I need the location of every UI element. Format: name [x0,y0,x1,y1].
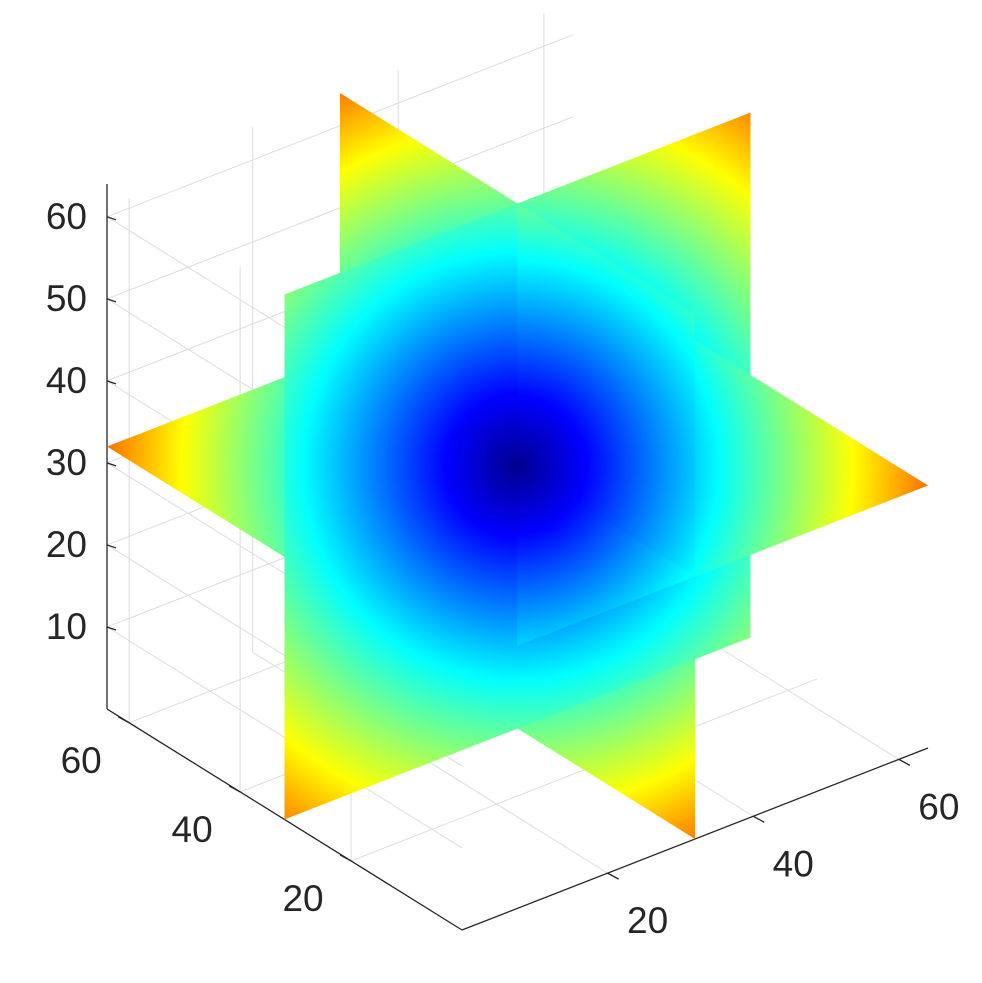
z-tick-label: 60 [46,196,87,237]
y-slice-upper-left [284,203,518,557]
z-tick-mark [106,462,117,467]
x-slice-upper-front [517,203,695,577]
y-tick-label: 40 [172,809,213,850]
x-tick-mark [898,758,911,766]
y-tick-label: 60 [61,740,102,781]
z-tick-label: 20 [46,524,87,565]
z-tick-mark [106,380,117,385]
y-tick-label: 20 [282,878,323,919]
z-tick-mark [106,298,117,303]
y-tick-mark [339,854,352,862]
y-tick-mark [117,716,130,724]
z-tick-label: 40 [46,360,87,401]
z-tick-label: 10 [46,606,87,647]
z-tick-mark [106,626,117,631]
x-tick-label: 20 [627,900,668,941]
slice-layer [107,93,928,839]
z-tick-label: 50 [46,278,87,319]
x-tick-mark [607,872,619,880]
z-tick-mark [106,544,117,549]
y-slice-lower-left [284,466,518,820]
z-tick-label: 30 [46,442,87,483]
tick-label-layer: 20 40 60 20 40 60 10 20 30 40 50 60 [46,196,960,941]
y-tick-mark [228,785,241,793]
x-tick-label: 40 [773,843,814,884]
z-tick-mark [106,216,117,221]
x-tick-label: 60 [918,786,959,827]
x-tick-mark [752,815,765,823]
